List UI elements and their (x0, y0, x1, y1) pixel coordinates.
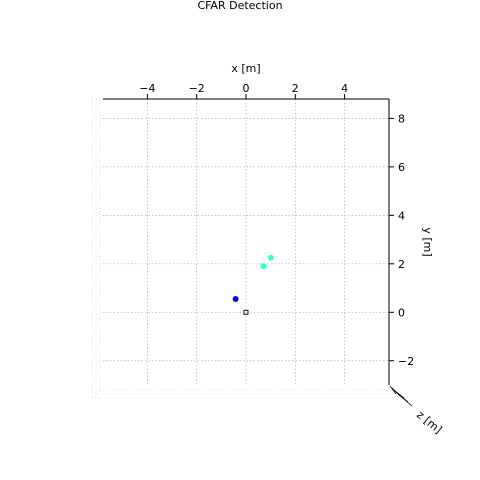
detection-point (267, 254, 274, 261)
y-tick-label: 0 (398, 306, 405, 319)
radar-marker-group (243, 309, 249, 315)
x-tick-label: −4 (139, 82, 155, 95)
y-tick-label: 2 (398, 258, 405, 271)
y-axis-label: y [m] (421, 227, 434, 256)
detections (232, 254, 274, 302)
x-tick-label: 0 (243, 82, 250, 95)
x-tick-label: −2 (189, 82, 205, 95)
x-tick-label: 4 (341, 82, 348, 95)
x-tick-label: 2 (292, 82, 299, 95)
z-axis-label: z [m] (414, 408, 444, 436)
y-tick-label: 8 (398, 112, 405, 125)
detection-point (260, 263, 267, 270)
chart-title: CFAR Detection (197, 0, 282, 12)
detection-point (232, 295, 239, 302)
x-ticks: −4 −2 0 2 4 (139, 82, 348, 99)
pane-edges (91, 96, 392, 399)
y-tick-label: 4 (398, 209, 405, 222)
y-tick-label: 6 (398, 161, 405, 174)
x-axis-label: x [m] (231, 62, 260, 75)
y-ticks: −2 0 2 4 6 8 (389, 112, 414, 368)
z-axis-ticks (389, 385, 413, 407)
grid (103, 99, 389, 385)
y-tick-label: −2 (398, 355, 414, 368)
radar-marker (243, 309, 249, 315)
